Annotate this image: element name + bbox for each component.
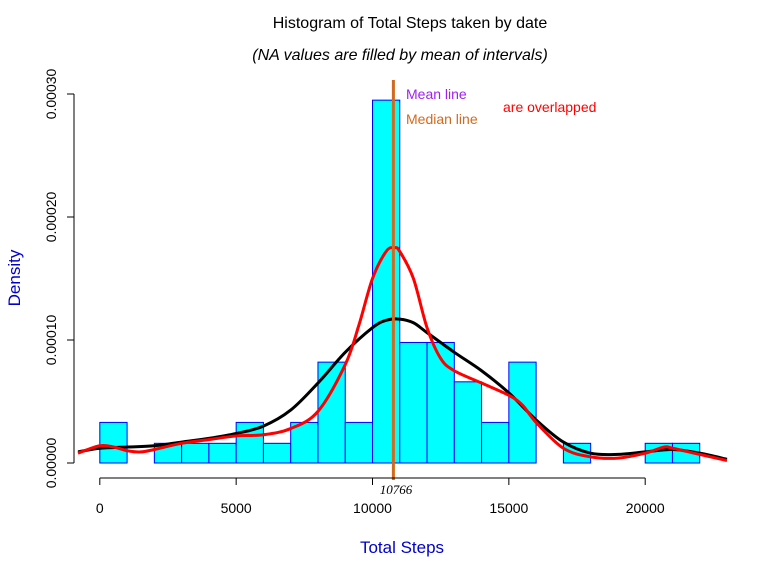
x-tick-label: 0	[96, 500, 104, 516]
histogram-bars	[99, 99, 701, 464]
y-tick-label: 0.00020	[43, 191, 59, 242]
vline-value-label: 10766	[380, 482, 413, 497]
histogram-bar	[508, 361, 537, 464]
y-axis-label: Density	[5, 249, 24, 306]
y-tick-label: 0.00030	[43, 68, 59, 119]
x-tick-label: 5000	[221, 500, 252, 516]
histogram-bar	[426, 341, 455, 464]
annotation-overlap-note: are overlapped	[503, 99, 596, 115]
histogram-bar	[399, 341, 428, 464]
x-tick-label: 20000	[626, 500, 665, 516]
histogram-bar	[372, 99, 401, 464]
histogram-bar	[208, 442, 237, 464]
chart-subtitle: (NA values are filled by mean of interva…	[252, 47, 548, 64]
x-tick-label: 15000	[489, 500, 528, 516]
x-axis-label: Total Steps	[360, 538, 444, 557]
y-tick-label: 0.00000	[43, 437, 59, 488]
histogram-bar	[317, 361, 346, 464]
x-tick-label: 10000	[353, 500, 392, 516]
histogram-bar	[99, 421, 128, 464]
annotation-mean-line: Mean line	[406, 86, 467, 102]
histogram-bar	[290, 421, 319, 464]
histogram-bar	[181, 442, 210, 464]
annotation-median-line: Median line	[406, 111, 478, 127]
histogram-bar	[344, 421, 374, 464]
x-axis: 0 5000 10000 15000 20000	[96, 477, 665, 516]
chart-title: Histogram of Total Steps taken by date	[273, 15, 548, 32]
density-curve-red	[77, 246, 728, 463]
histogram-bar	[262, 442, 292, 464]
y-axis: 0.00000 0.00010 0.00020 0.00030	[43, 68, 75, 488]
histogram-bar	[481, 421, 510, 464]
y-tick-label: 0.00010	[43, 314, 59, 365]
histogram-bar	[453, 381, 483, 464]
density-curves	[77, 246, 728, 463]
